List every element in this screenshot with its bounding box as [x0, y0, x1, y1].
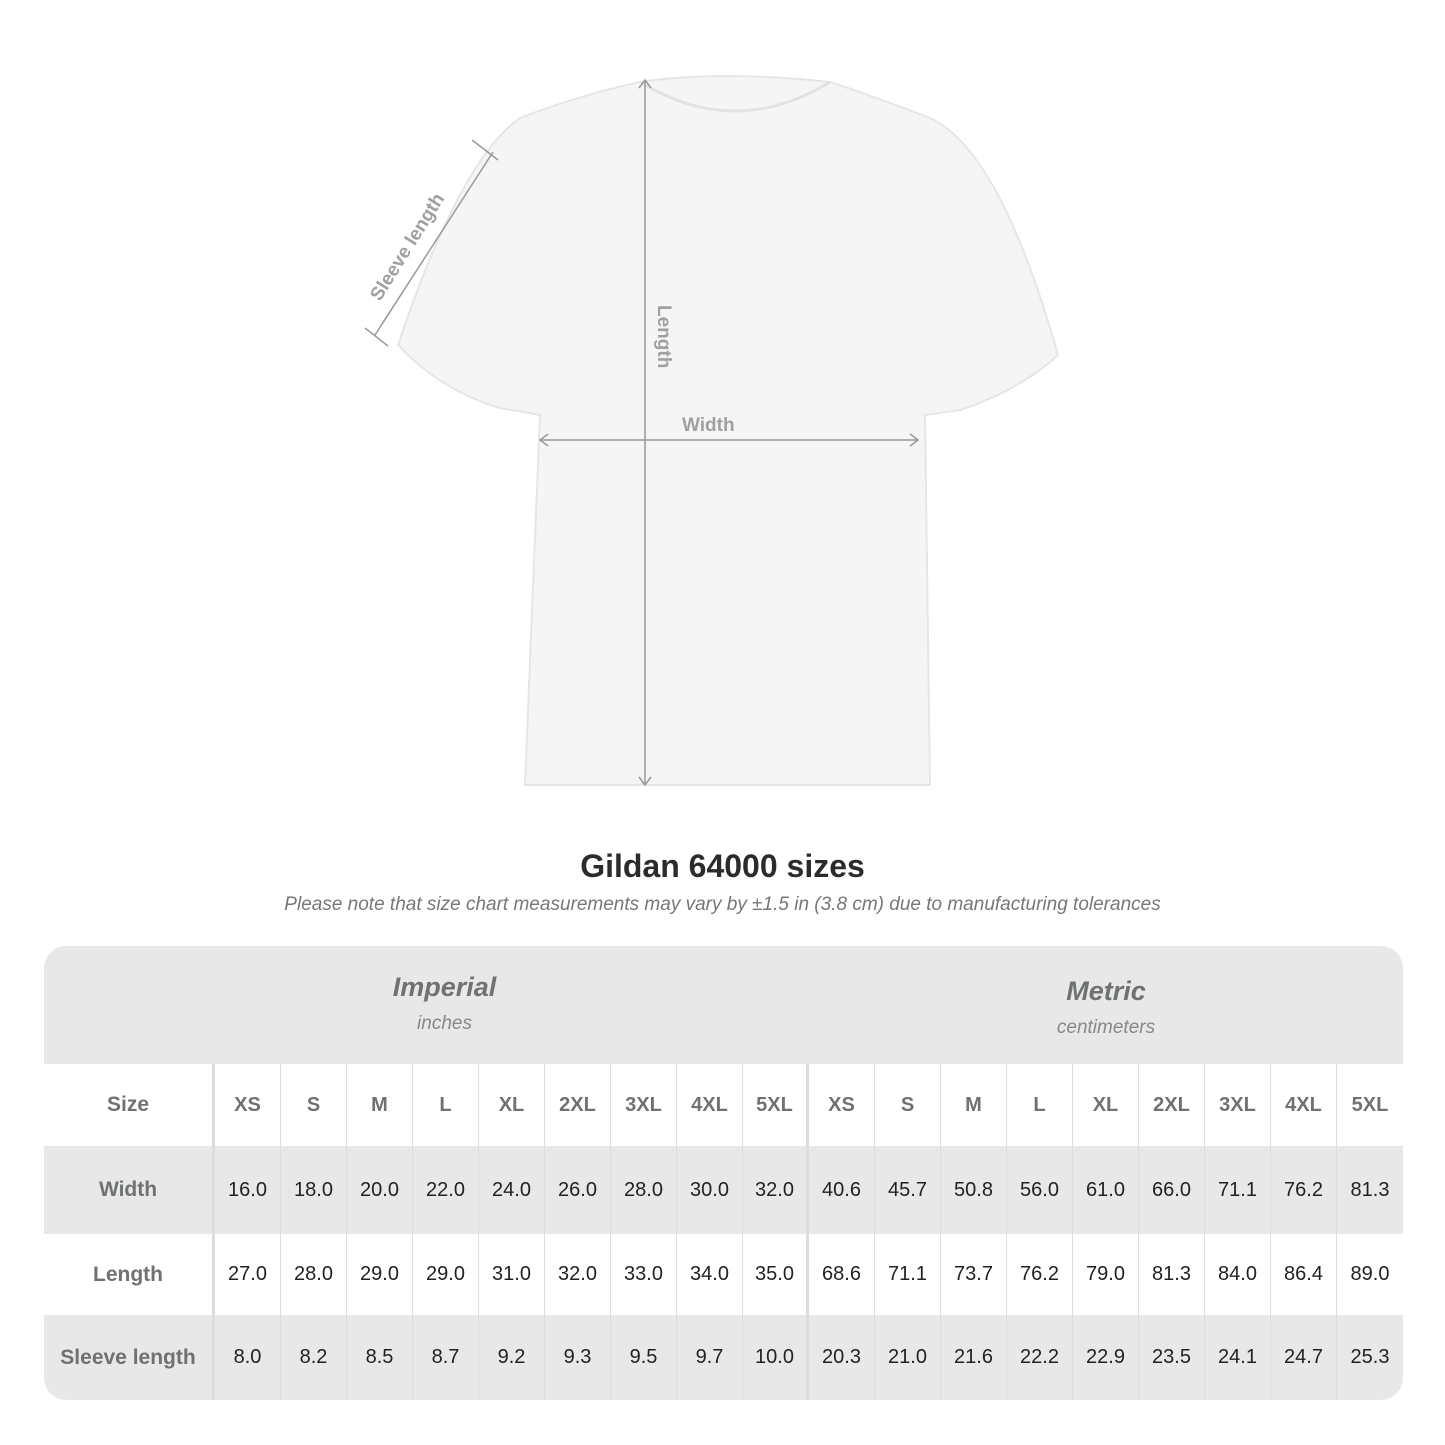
value-cell: 16.0 [215, 1146, 281, 1234]
size-header-cell: 3XL [1205, 1064, 1271, 1146]
value-cell: 29.0 [347, 1234, 413, 1315]
value-cell: 66.0 [1139, 1146, 1205, 1234]
value-cell: 79.0 [1073, 1234, 1139, 1315]
size-header-cell: M [347, 1064, 413, 1146]
size-header-cell: XS [215, 1064, 281, 1146]
value-cell: 81.3 [1350, 1178, 1390, 1201]
value-cell: 84.0 [1205, 1234, 1271, 1315]
row-label: Size [44, 1064, 215, 1146]
size-header-cell: XS [809, 1064, 875, 1146]
size-header-row: Size XS S M L XL 2XL 3XL 4XL 5XL XS S M L XL 2XL 3XL 4XL 5… [44, 1064, 1403, 1146]
size-header-cell: 3XL [611, 1064, 677, 1146]
value-cell: 89.0 [1350, 1263, 1390, 1285]
value-cell: 8.5 [347, 1315, 413, 1400]
tshirt-shape [396, 75, 1060, 786]
value-cell: 20.3 [809, 1315, 875, 1400]
value-cell: 27.0 [215, 1234, 281, 1315]
tshirt-collar [639, 80, 831, 113]
value-cell: 76.2 [1007, 1234, 1073, 1315]
size-header-cell: 4XL [677, 1064, 743, 1146]
size-header-cell: 5XL [1351, 1093, 1389, 1116]
value-cell: 9.3 [545, 1315, 611, 1400]
size-header-cell: M [941, 1064, 1007, 1146]
group-unit: centimeters [1056, 1017, 1156, 1038]
width-label: Width [682, 415, 735, 436]
table-row: Length 27.0 28.0 29.0 29.0 31.0 32.0 33.0 34.0 35… [44, 1234, 1403, 1315]
value-cell: 29.0 [413, 1234, 479, 1315]
group-name: Metric [1066, 976, 1146, 1006]
row-label: Sleeve length [44, 1315, 215, 1400]
value-cell: 28.0 [611, 1146, 677, 1234]
value-cell: 21.0 [875, 1315, 941, 1400]
group-unit: inches [417, 1013, 472, 1034]
value-cell: 26.0 [545, 1146, 611, 1234]
value-cell: 21.6 [941, 1315, 1007, 1400]
size-header-cell: S [875, 1064, 941, 1146]
value-cell: 22.0 [413, 1146, 479, 1234]
group-name: Imperial [392, 972, 497, 1002]
value-cell: 31.0 [479, 1234, 545, 1315]
size-header-cell: L [1007, 1064, 1073, 1146]
value-cell: 22.9 [1073, 1315, 1139, 1400]
value-cell: 34.0 [677, 1234, 743, 1315]
value-cell: 22.2 [1007, 1315, 1073, 1400]
value-cell: 32.0 [743, 1146, 809, 1234]
value-cell: 9.2 [479, 1315, 545, 1400]
value-cell: 9.7 [677, 1315, 743, 1400]
value-cell: 24.7 [1271, 1315, 1337, 1400]
sleeve-arrow [374, 151, 494, 336]
row-label: Length [44, 1234, 215, 1315]
value-cell: 25.3 [1350, 1346, 1390, 1368]
size-header-cell: 4XL [1271, 1064, 1337, 1146]
imperial-header: Imperial inches [215, 946, 674, 1064]
value-cell: 18.0 [281, 1146, 347, 1234]
size-header-cell: S [281, 1064, 347, 1146]
value-cell: 20.0 [347, 1146, 413, 1234]
value-cell: 81.3 [1139, 1234, 1205, 1315]
value-cell: 73.7 [941, 1234, 1007, 1315]
size-table: Imperial inches Metric centimeters Size X… [44, 946, 1403, 1400]
page-title: Gildan 64000 sizes [580, 848, 865, 884]
value-cell: 56.0 [1007, 1146, 1073, 1234]
value-cell: 8.2 [281, 1315, 347, 1400]
value-cell: 50.8 [941, 1146, 1007, 1234]
size-header-cell: XL [1073, 1064, 1139, 1146]
tolerance-note: Please note that size chart measurements… [284, 894, 1161, 915]
size-header-cell: 2XL [545, 1064, 611, 1146]
value-cell: 71.1 [1205, 1146, 1271, 1234]
value-cell: 24.1 [1205, 1315, 1271, 1400]
value-cell: 76.2 [1271, 1146, 1337, 1234]
value-cell: 32.0 [545, 1234, 611, 1315]
size-header-cell: L [413, 1064, 479, 1146]
value-cell: 9.5 [611, 1315, 677, 1400]
value-cell: 40.6 [809, 1146, 875, 1234]
value-cell: 10.0 [743, 1315, 809, 1400]
value-cell: 68.6 [809, 1234, 875, 1315]
row-label: Width [44, 1146, 215, 1234]
metric-header: Metric centimeters [809, 950, 1403, 1068]
value-cell: 35.0 [743, 1234, 809, 1315]
value-cell: 86.4 [1271, 1234, 1337, 1315]
value-cell: 71.1 [875, 1234, 941, 1315]
value-cell: 61.0 [1073, 1146, 1139, 1234]
value-cell: 24.0 [479, 1146, 545, 1234]
size-header-cell: 2XL [1139, 1064, 1205, 1146]
value-cell: 28.0 [281, 1234, 347, 1315]
length-label: Length [653, 305, 674, 368]
value-cell: 45.7 [875, 1146, 941, 1234]
value-cell: 23.5 [1139, 1315, 1205, 1400]
value-cell: 8.0 [215, 1315, 281, 1400]
table-row: Width 16.0 18.0 20.0 22.0 24.0 26.0 28.0 30.0 32.… [44, 1146, 1403, 1234]
value-cell: 8.7 [413, 1315, 479, 1400]
size-header-cell: XL [479, 1064, 545, 1146]
tshirt-diagram: Sleeve length Length Width [364, 75, 1060, 787]
value-cell: 33.0 [611, 1234, 677, 1315]
size-header-cell: 5XL [743, 1064, 809, 1146]
table-row: Sleeve length 8.0 8.2 8.5 8.7 9.2 9.3 9.5 9.7 10.… [44, 1315, 1403, 1400]
value-cell: 30.0 [677, 1146, 743, 1234]
